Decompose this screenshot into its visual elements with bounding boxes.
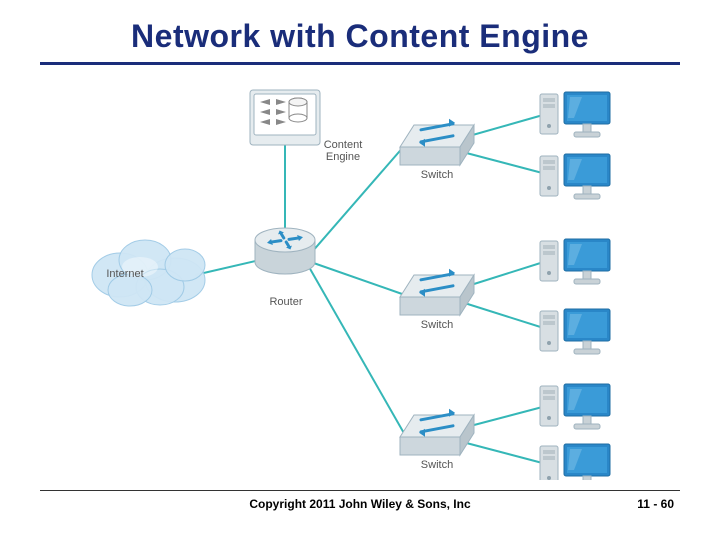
copyright-text: Copyright 2011 John Wiley & Sons, Inc — [0, 497, 720, 511]
network-diagram: Internet ContentEngine Router Switch Switch S… — [40, 70, 680, 480]
content-engine-device — [250, 90, 320, 145]
internet-label: Internet — [100, 268, 150, 280]
pc-device — [540, 309, 610, 354]
slide-title: Network with Content Engine — [0, 18, 720, 55]
router-device — [255, 228, 315, 274]
switch-label: Switch — [412, 319, 462, 331]
switch-device — [400, 269, 474, 315]
switch-device — [400, 409, 474, 455]
content-engine-label: ContentEngine — [318, 139, 368, 163]
footer-rule — [40, 490, 680, 491]
router-label: Router — [261, 296, 311, 308]
pc-device — [540, 92, 610, 137]
switch-label: Switch — [412, 459, 462, 471]
pc-device — [540, 154, 610, 199]
pc-device — [540, 444, 610, 480]
pc-device — [540, 384, 610, 429]
switch-label: Switch — [412, 169, 462, 181]
page-number: 11 - 60 — [637, 497, 674, 511]
switch-device — [400, 119, 474, 165]
pc-device — [540, 239, 610, 284]
title-underline — [40, 62, 680, 65]
